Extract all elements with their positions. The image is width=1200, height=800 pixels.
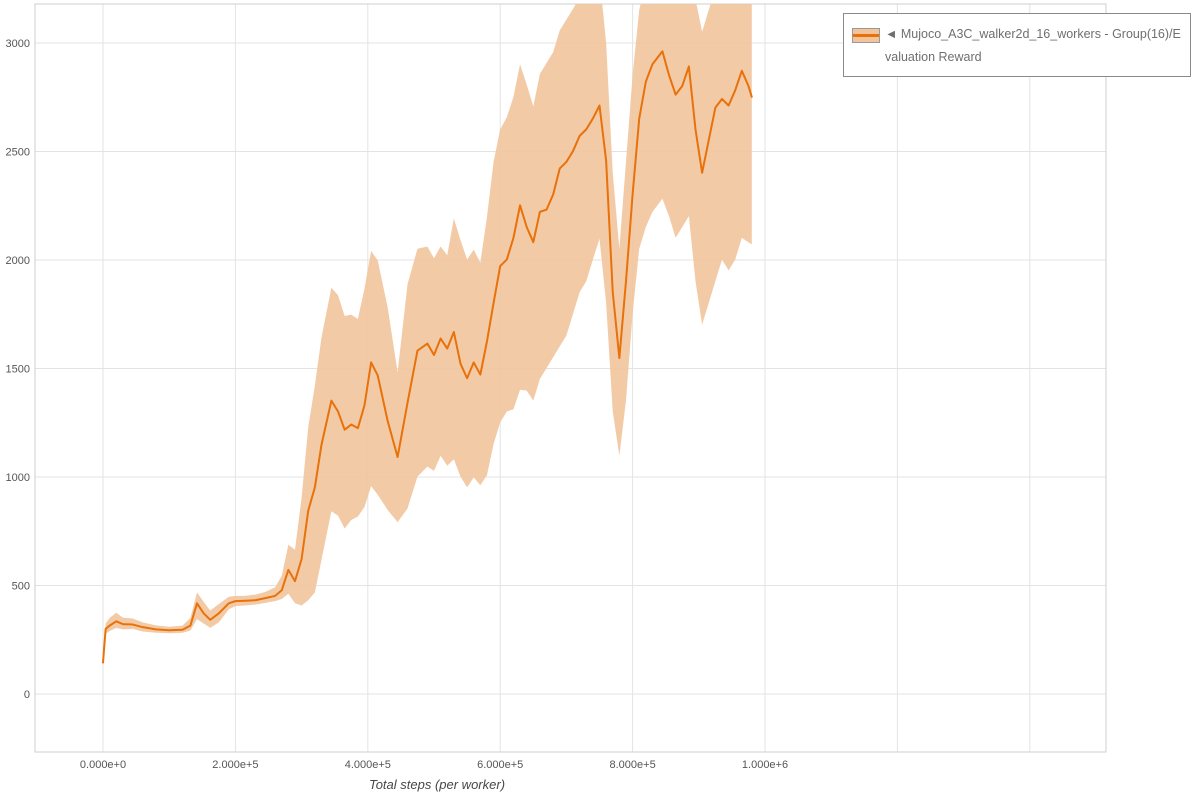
- y-tick-label: 1500: [6, 364, 30, 376]
- y-tick-label: 0: [24, 689, 30, 701]
- plot-border: [34, 3, 1107, 753]
- y-tick-label: 2000: [6, 255, 30, 267]
- axis-labels: 0 500 1000 1500 2000 2500 3000 0.000e+0 2.000e+5…: [6, 38, 789, 771]
- legend-series-name: Mujoco_A3C_walker2d_16_workers - Group(1…: [885, 27, 1181, 64]
- y-tick-label: 3000: [6, 38, 30, 50]
- x-tick-label: 6.000e+5: [477, 759, 523, 771]
- confidence-band: [103, 4, 752, 664]
- y-tick-label: 500: [12, 581, 30, 593]
- series-group: [102, 4, 753, 664]
- x-tick-label: 0.000e+0: [80, 759, 126, 771]
- x-axis-label: Total steps (per worker): [368, 777, 506, 792]
- legend-label: ◄ Mujoco_A3C_walker2d_16_workers - Group…: [885, 23, 1182, 69]
- legend[interactable]: ◄ Mujoco_A3C_walker2d_16_workers - Group…: [843, 13, 1191, 77]
- legend-collapse-icon: ◄: [885, 27, 901, 41]
- y-tick-label: 1000: [6, 472, 30, 484]
- legend-swatch: [852, 28, 880, 43]
- mean-line: [102, 50, 753, 664]
- y-tick-label: 2500: [6, 147, 30, 159]
- x-tick-label: 1.000e+6: [742, 759, 788, 771]
- x-tick-label: 8.000e+5: [610, 759, 656, 771]
- x-tick-label: 2.000e+5: [212, 759, 258, 771]
- x-tick-label: 4.000e+5: [345, 759, 391, 771]
